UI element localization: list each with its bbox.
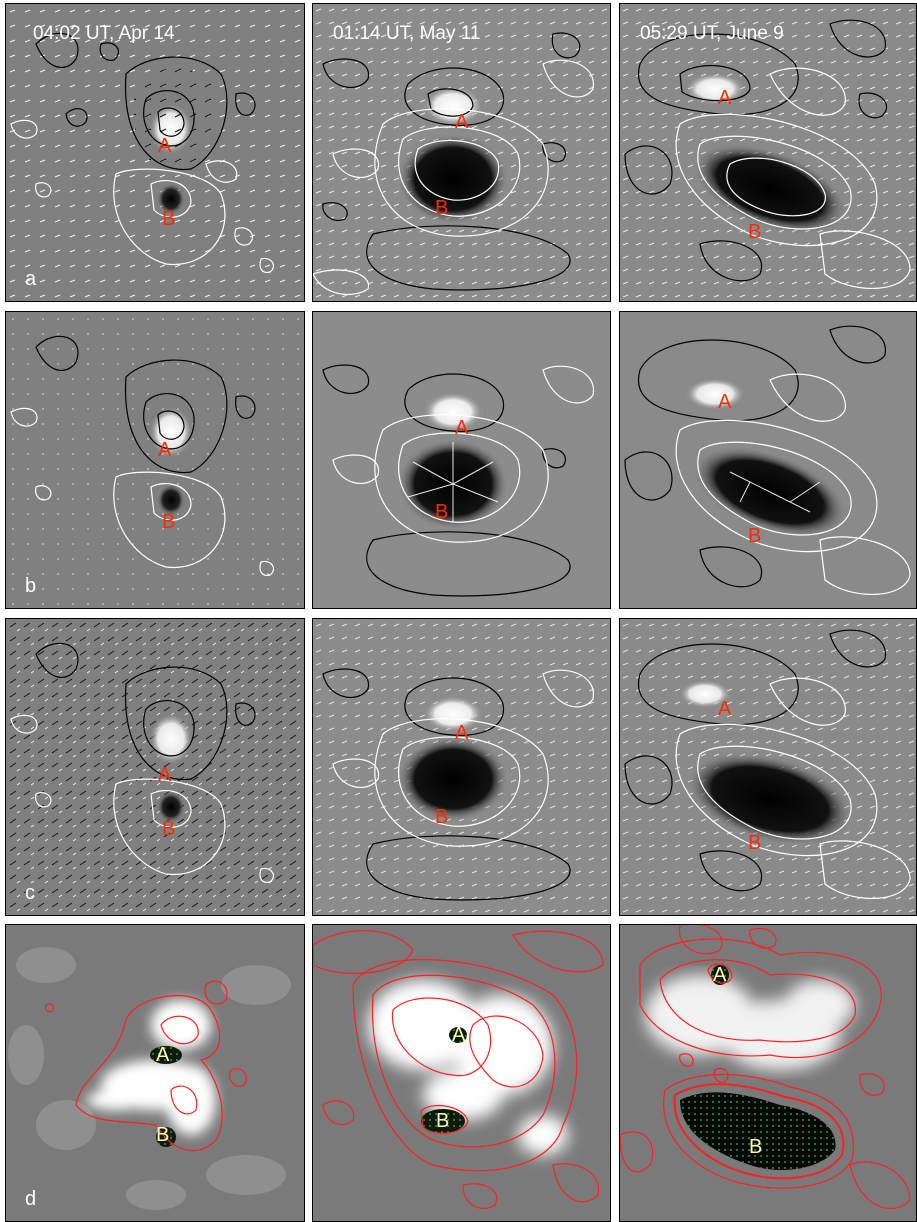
panel-c-may11: A B <box>312 618 611 916</box>
pole-label-b: B <box>435 501 449 523</box>
row-label-a: a <box>25 268 37 290</box>
row-label-b: b <box>25 575 37 597</box>
pole-label-b: B <box>162 818 176 840</box>
pole-label-a: A <box>156 1044 170 1066</box>
pole-label-b: B <box>748 832 762 854</box>
pole-label-b: B <box>748 525 762 547</box>
panel-b-jun9: A B <box>619 311 917 609</box>
magnetogram-vector-field <box>6 4 304 301</box>
panel-a-may11: 01:14 UT, May 11 A B <box>312 3 611 302</box>
panel-time-label: 05:29 UT, June 9 <box>640 23 784 44</box>
pole-label-a: A <box>718 698 732 720</box>
current-helicity-map <box>6 925 304 1221</box>
panel-a-apr14: 04:02 UT, Apr 14 A B a <box>5 3 305 302</box>
magnetogram-vector-field <box>313 312 610 608</box>
magnetogram-vector-field <box>620 312 916 608</box>
pole-label-a: A <box>452 1024 466 1046</box>
magnetogram-vector-field <box>6 312 304 608</box>
row-label-c: c <box>25 882 35 904</box>
panel-time-label: 01:14 UT, May 11 <box>333 23 481 44</box>
panel-b-apr14: A B b <box>5 311 305 609</box>
pole-label-b: B <box>749 1136 763 1158</box>
pole-label-b: B <box>436 1110 450 1132</box>
row-label-d: d <box>25 1188 37 1210</box>
magnetogram-vector-field <box>313 4 610 301</box>
magnetogram-vector-field <box>313 619 610 915</box>
panel-b-may11: A B <box>312 311 611 609</box>
panel-c-apr14: A B c <box>5 618 305 916</box>
pole-label-a: A <box>455 111 469 133</box>
pole-label-a: A <box>158 439 172 461</box>
pole-label-a: A <box>718 391 732 413</box>
panel-c-jun9: A B <box>619 618 917 916</box>
panel-d-may11: A B <box>312 924 611 1222</box>
panel-d-apr14: A B d <box>5 924 305 1222</box>
current-helicity-map <box>313 925 610 1221</box>
pole-label-a: A <box>713 964 727 986</box>
magnetogram-vector-field <box>620 619 916 915</box>
panel-d-jun9: A B <box>619 924 917 1222</box>
magnetogram-vector-field <box>620 4 916 301</box>
pole-label-b: B <box>435 197 449 219</box>
panel-a-jun9: 05:29 UT, June 9 A B <box>619 3 917 302</box>
panel-time-label: 04:02 UT, Apr 14 <box>33 23 175 44</box>
pole-label-b: B <box>435 806 449 828</box>
pole-label-a: A <box>455 417 469 439</box>
magnetogram-vector-field <box>6 619 304 915</box>
current-helicity-map <box>620 925 916 1221</box>
pole-label-a: A <box>455 722 469 744</box>
pole-label-b: B <box>162 208 176 230</box>
pole-label-a: A <box>158 764 172 786</box>
pole-label-a: A <box>718 87 732 109</box>
pole-label-a: A <box>158 135 172 157</box>
pole-label-b: B <box>748 221 762 243</box>
pole-label-b: B <box>156 1124 170 1146</box>
pole-label-b: B <box>162 511 176 533</box>
